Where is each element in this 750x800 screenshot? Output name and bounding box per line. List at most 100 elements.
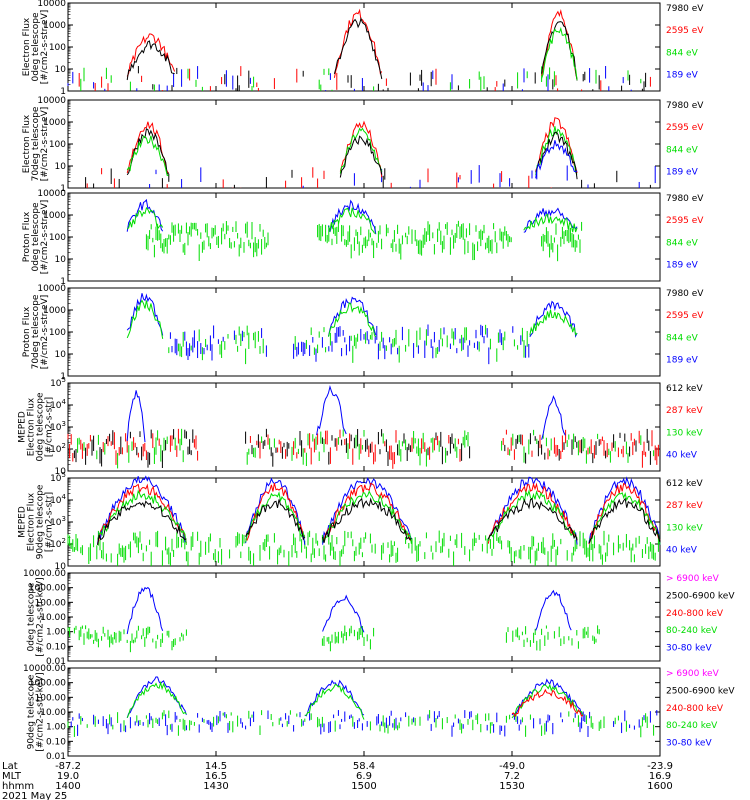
y-tick-label: 10 bbox=[55, 255, 67, 265]
x-row-label-lat: Lat bbox=[2, 761, 18, 772]
panel-frame bbox=[67, 99, 661, 189]
y-tick-label: 10.00 bbox=[40, 708, 66, 718]
data-trace bbox=[535, 126, 578, 176]
legend-entry: 7980 eV bbox=[666, 4, 704, 14]
panel-frame bbox=[67, 192, 661, 282]
y-axis-label: Electron Flux0deg telescope[#/cm2-s-str-… bbox=[22, 10, 50, 85]
y-axis-label-line: 0deg telescope bbox=[31, 202, 41, 272]
y-tick-exponent: 2 bbox=[62, 537, 66, 545]
y-tick-label: 1.00 bbox=[46, 723, 66, 733]
y-tick-label: 105 bbox=[50, 376, 66, 389]
legend-entry: 844 eV bbox=[666, 48, 699, 58]
legend-entry: 30-80 keV bbox=[666, 739, 712, 749]
x-tick-hhmm: 1530 bbox=[499, 781, 524, 792]
data-trace bbox=[541, 395, 566, 440]
x-tick-lat: 14.5 bbox=[205, 761, 227, 772]
data-trace bbox=[304, 679, 365, 717]
y-tick-label: 1 bbox=[60, 87, 66, 97]
data-traces bbox=[67, 384, 659, 469]
data-trace bbox=[529, 309, 578, 336]
data-trace bbox=[588, 482, 661, 545]
data-trace bbox=[126, 680, 187, 719]
data-trace bbox=[126, 299, 164, 339]
y-tick-exponent: 2 bbox=[62, 442, 66, 450]
y-tick-label: 100 bbox=[49, 43, 66, 53]
y-axis-label: Proton Flux0deg telescope[#/cm2-s-str-eV… bbox=[22, 200, 50, 275]
data-trace bbox=[245, 491, 306, 543]
y-axis-label-line: 70deg telescope bbox=[31, 294, 41, 369]
legend-entry: 2500-6900 keV bbox=[666, 686, 735, 696]
data-trace bbox=[333, 8, 383, 78]
data-trace bbox=[511, 678, 584, 717]
data-trace bbox=[487, 489, 578, 542]
y-tick-label: 1000.00 bbox=[29, 679, 66, 689]
y-axis-label-line: Electron Flux bbox=[27, 397, 37, 456]
y-axis-label-line: 0deg telescope bbox=[27, 582, 37, 652]
x-row-label-hhmm: hhmm bbox=[2, 781, 34, 792]
legend-entry: 189 eV bbox=[666, 168, 699, 178]
x-tick-lat: -49.0 bbox=[499, 761, 525, 772]
x-tick-mlt: 6.9 bbox=[356, 771, 372, 782]
panel-frame bbox=[67, 382, 661, 472]
x-tick-mlt: 16.5 bbox=[205, 771, 227, 782]
x-row-label-mlt: MLT bbox=[2, 771, 22, 782]
y-tick-label: 10000 bbox=[37, 189, 66, 199]
data-trace bbox=[541, 26, 578, 81]
data-trace bbox=[97, 489, 187, 545]
panel-7: 0.010.101.0010.00100.001000.0010000.000d… bbox=[23, 569, 735, 667]
y-axis-label-line: Electron Flux bbox=[22, 114, 32, 173]
data-traces bbox=[67, 475, 661, 566]
legend-entry: 7980 eV bbox=[666, 194, 704, 204]
data-traces bbox=[67, 8, 651, 91]
y-axis-label-line: Electron Flux bbox=[22, 17, 32, 76]
panel-frame bbox=[67, 667, 661, 757]
y-axis-label-line: 90deg telescope bbox=[27, 674, 37, 749]
data-trace bbox=[511, 683, 584, 719]
data-trace bbox=[126, 390, 146, 443]
y-axis-label-line: [#/cm2-s-str-keV] bbox=[36, 672, 46, 751]
y-axis-label: MEPEDElectron Flux90deg telescope[#/cm2-… bbox=[18, 484, 55, 559]
y-axis-label-line: MEPED bbox=[18, 411, 28, 443]
legend-entry: > 6900 keV bbox=[666, 574, 720, 584]
y-tick-label: 1000 bbox=[43, 211, 66, 221]
legend-entry: 2595 eV bbox=[666, 26, 704, 36]
x-tick-mlt: 7.2 bbox=[504, 771, 520, 782]
legend-entry: 2595 eV bbox=[666, 123, 704, 133]
y-axis-label-line: Proton Flux bbox=[22, 306, 32, 357]
y-axis-label-line: MEPED bbox=[18, 506, 28, 538]
y-axis-label-line: [#/cm2-s-str-eV] bbox=[40, 295, 50, 370]
y-tick-label: 10.00 bbox=[40, 613, 66, 623]
y-tick-label: 0.01 bbox=[46, 752, 66, 762]
y-tick-label: 1000.00 bbox=[29, 584, 66, 594]
legend-entry: 40 keV bbox=[666, 546, 698, 556]
data-trace bbox=[588, 476, 661, 545]
y-tick-exponent: 4 bbox=[62, 398, 67, 406]
legend-entry: 189 eV bbox=[666, 356, 699, 366]
y-tick-label: 100 bbox=[49, 233, 66, 243]
y-axis-label: Electron Flux70deg telescope[#/cm2-s-str… bbox=[22, 106, 50, 181]
x-tick-lat: -87.2 bbox=[55, 761, 81, 772]
y-tick-label: 100.00 bbox=[35, 693, 67, 703]
legend-entry: 130 keV bbox=[666, 523, 703, 533]
y-axis-label: MEPEDElectron Flux0deg telescope[#/cm2-s… bbox=[18, 392, 55, 462]
data-trace bbox=[126, 33, 176, 77]
x-tick-lat: -23.9 bbox=[647, 761, 673, 772]
data-trace bbox=[339, 135, 383, 178]
y-axis-label-line: [#/cm2-s-str] bbox=[45, 492, 55, 552]
legend-entry: 844 eV bbox=[666, 333, 699, 343]
data-trace bbox=[322, 497, 412, 543]
y-tick-label: 10000 bbox=[37, 96, 66, 106]
data-trace bbox=[322, 594, 365, 633]
y-tick-label: 10 bbox=[55, 467, 67, 477]
data-trace bbox=[523, 213, 578, 233]
data-trace bbox=[328, 199, 377, 235]
data-trace bbox=[316, 384, 347, 436]
data-trace bbox=[535, 140, 578, 179]
data-trace bbox=[97, 500, 187, 546]
legend-entry: 80-240 keV bbox=[666, 626, 718, 636]
